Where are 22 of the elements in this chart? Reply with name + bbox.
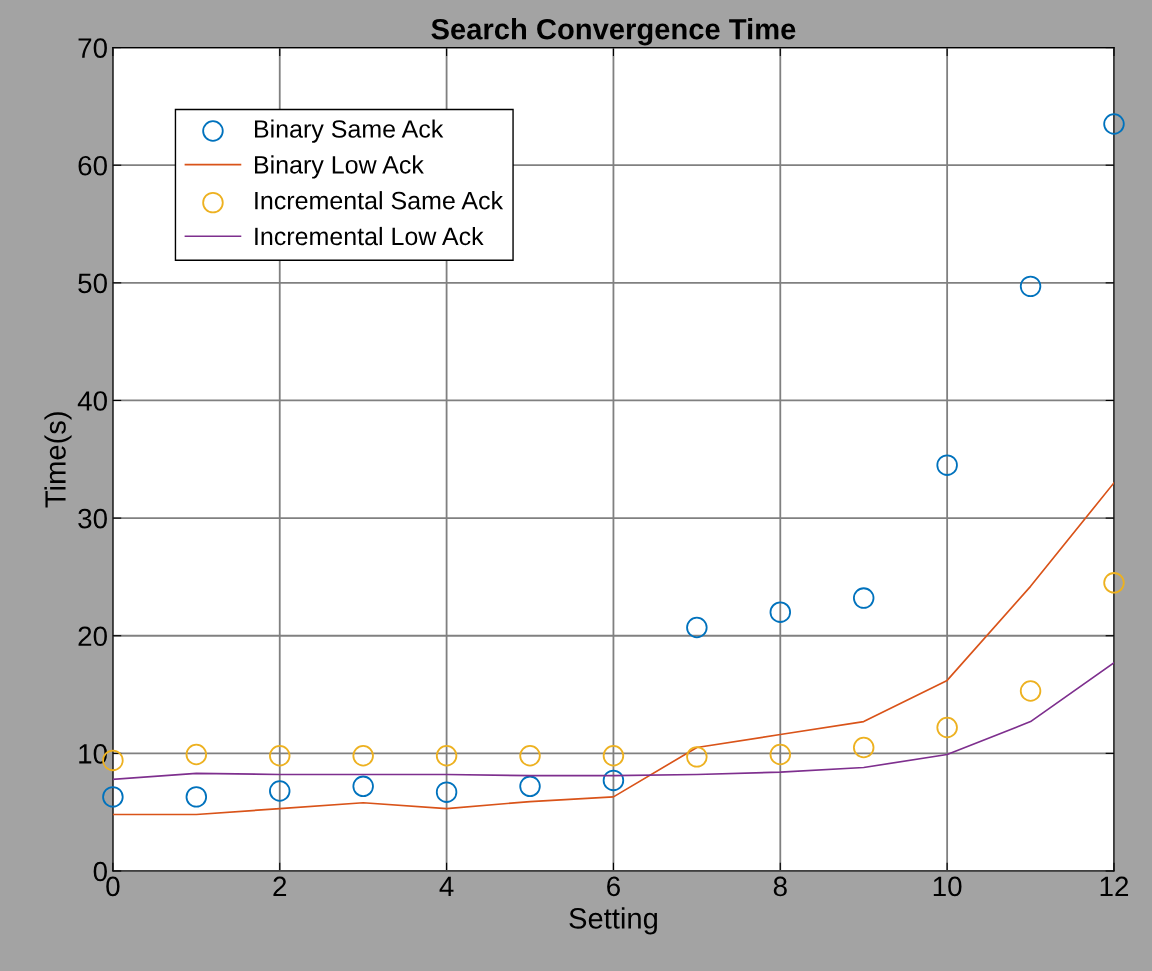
x-axis-title: Setting [569,907,657,935]
x-tick-label: 8 [773,876,787,897]
y-tick-label: 40 [77,391,107,411]
y-tick-label: 20 [78,626,107,647]
legend-label: Incremental Low Ack [255,226,484,246]
x-tick-label: 6 [607,876,620,897]
x-tick-label: 12 [1100,876,1129,896]
y-tick-label: 50 [78,273,107,294]
y-tick-label: 60 [78,155,107,176]
x-tick-label: 0 [106,876,120,897]
x-tick-label: 4 [439,876,454,896]
y-axis-title: Time(s) [44,412,72,508]
y-tick-label: 0 [93,861,107,882]
x-tick-label: 10 [933,876,962,897]
y-tick-label: 10 [79,744,107,764]
legend-label: Binary Same Ack [255,119,444,143]
legend-label: Incremental Same Ack [255,191,504,210]
chart-title: Search Convergence Time [431,18,796,46]
y-tick-label: 70 [78,38,107,58]
y-tick-label: 30 [78,508,107,529]
x-tick-label: 2 [273,876,287,896]
legend-label: Binary Low Ack [255,155,424,179]
